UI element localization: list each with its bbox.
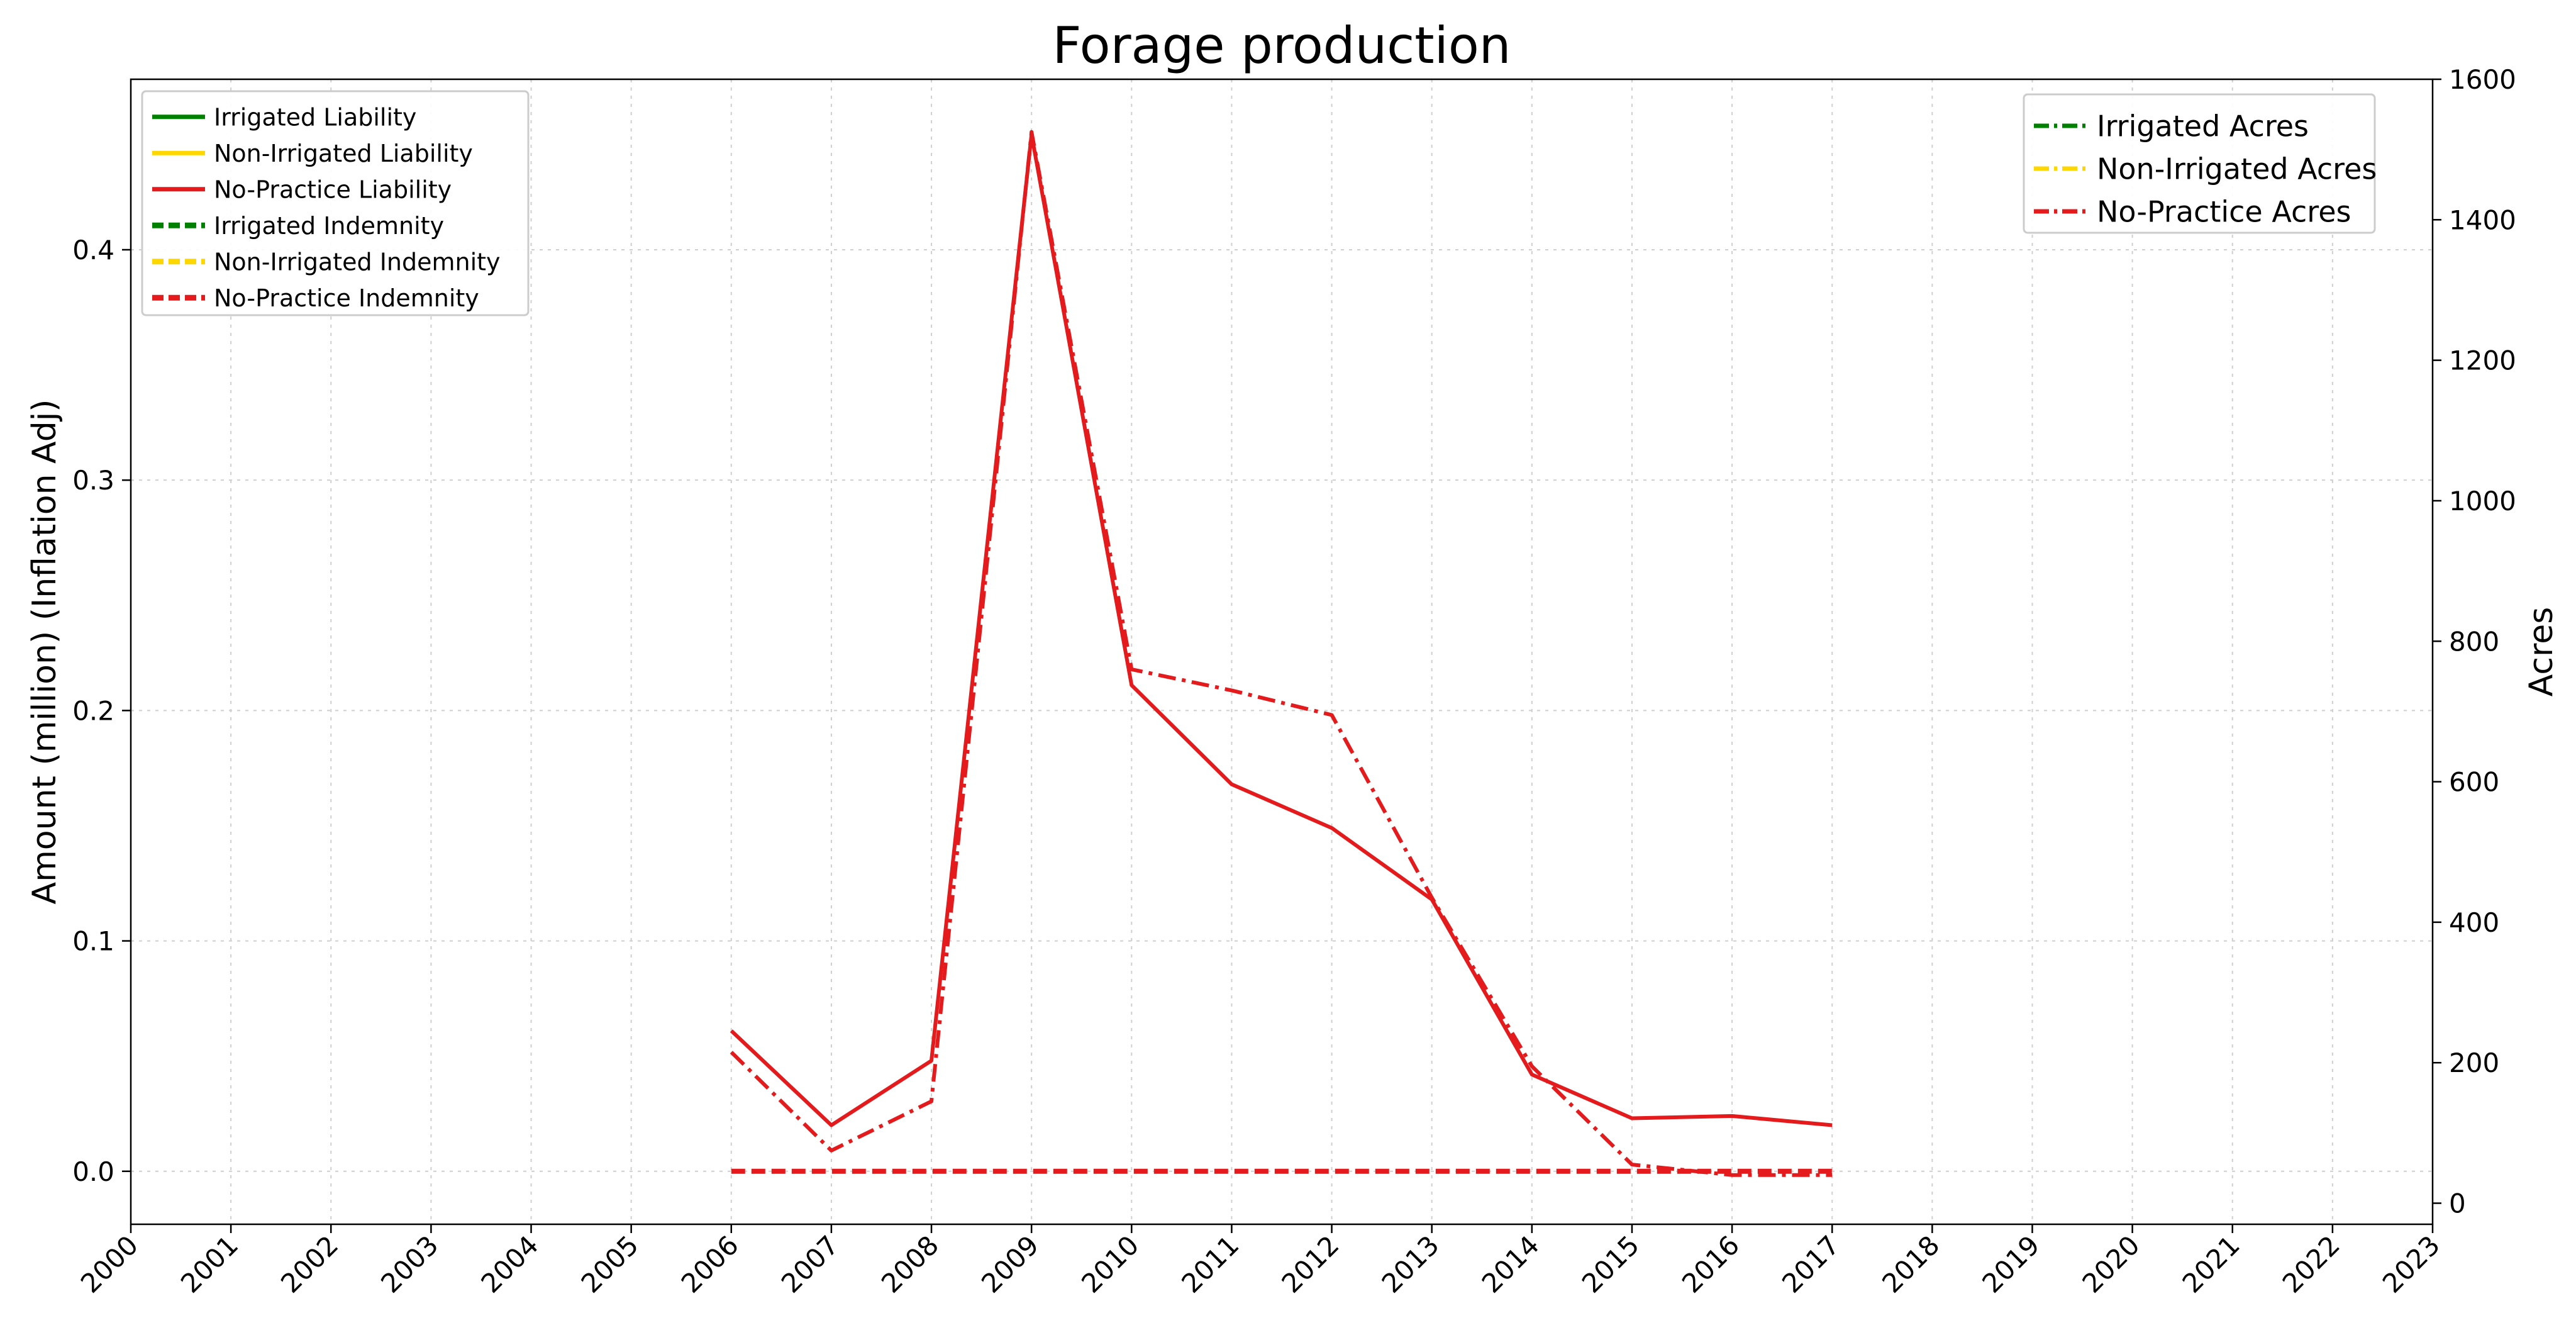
- legend-label: Non-Irrigated Liability: [214, 140, 473, 167]
- x-tick-label: 2007: [775, 1229, 845, 1299]
- x-tick-label: 2011: [1175, 1229, 1245, 1299]
- x-tick-label: 2013: [1376, 1229, 1445, 1299]
- x-tick-label: 2022: [2277, 1229, 2346, 1299]
- legend-acres: Irrigated Acres Non-Irrigated Acres No-Pra…: [2023, 93, 2377, 234]
- x-tick-label: 2001: [175, 1229, 244, 1299]
- legend-label: Non-Irrigated Indemnity: [214, 248, 501, 276]
- y-axis-right-label: Acres: [2523, 607, 2560, 697]
- y-right-tick-label: 200: [2449, 1047, 2499, 1078]
- series-layer: [730, 130, 1833, 1177]
- y-right-tick-label: 800: [2449, 626, 2499, 657]
- y-right-tick-label: 400: [2449, 907, 2499, 938]
- legend-label: Non-Irrigated Acres: [2097, 152, 2377, 186]
- grid: [130, 79, 2433, 1224]
- x-tick-label: 2008: [875, 1229, 945, 1299]
- x-tick-label: 2018: [1876, 1229, 1945, 1299]
- x-tick-label: 2010: [1075, 1229, 1145, 1299]
- y-left-tick-label: 0.4: [72, 235, 114, 265]
- x-tick-label: 2004: [475, 1229, 544, 1299]
- legend-label: Irrigated Acres: [2097, 109, 2309, 143]
- x-tick-label: 2009: [975, 1229, 1045, 1299]
- legend-liability-indemnity: Irrigated Liability Non-Irrigated Liabili…: [141, 90, 530, 316]
- x-tick-label: 2005: [575, 1229, 644, 1299]
- x-tick-label: 2000: [75, 1229, 144, 1299]
- plot-frame: [130, 78, 2434, 1226]
- chart-title: Forage production: [1052, 16, 1511, 75]
- x-axis: 2000 2001 2002 2003 2004 2005 2006 2007 2008 2009…: [75, 1224, 2446, 1299]
- x-tick-label: 2023: [2377, 1229, 2446, 1299]
- x-tick-label: 2012: [1275, 1229, 1345, 1299]
- y-right-tick-label: 1400: [2449, 204, 2516, 235]
- x-tick-label: 2002: [275, 1229, 344, 1299]
- series-line-no-practice-acres: [730, 130, 1833, 1177]
- y-left-tick-label: 0.2: [72, 695, 114, 726]
- y-right-tick-label: 1600: [2449, 64, 2516, 95]
- y-left-tick-label: 0.1: [72, 926, 114, 957]
- x-tick-label: 2006: [675, 1229, 745, 1299]
- y-right-tick-label: 1000: [2449, 486, 2516, 517]
- x-tick-label: 2015: [1576, 1229, 1645, 1299]
- legend-label: Irrigated Liability: [214, 103, 416, 131]
- y-axis-left: 0.0 0.1 0.2 0.3 0.4: [72, 235, 131, 1187]
- y-right-tick-label: 0: [2449, 1188, 2466, 1219]
- legend-frame: [2023, 93, 2376, 234]
- y-left-tick-label: 0.3: [72, 465, 114, 496]
- x-tick-label: 2014: [1476, 1229, 1545, 1299]
- legend-label: No-Practice Indemnity: [214, 284, 479, 312]
- series-line-no-practice-liability: [730, 132, 1833, 1127]
- y-right-tick-label: 600: [2449, 767, 2499, 798]
- y-axis-left-label: Amount (million) (Inflation Adj): [26, 399, 64, 905]
- legend-label: No-Practice Acres: [2097, 195, 2351, 229]
- legend-label: Irrigated Indemnity: [214, 212, 444, 240]
- y-left-tick-label: 0.0: [72, 1156, 114, 1187]
- x-tick-label: 2020: [2076, 1229, 2145, 1299]
- y-right-tick-label: 1200: [2449, 345, 2516, 376]
- y-axis-right: 0 200 400 600 800 1000 1200 1400 1600: [2433, 64, 2516, 1219]
- x-tick-label: 2016: [1676, 1229, 1745, 1299]
- legend-frame: [141, 90, 530, 316]
- x-tick-label: 2017: [1776, 1229, 1845, 1299]
- x-tick-label: 2003: [375, 1229, 444, 1299]
- x-tick-label: 2019: [1976, 1229, 2045, 1299]
- x-tick-label: 2021: [2177, 1229, 2246, 1299]
- legend-label: No-Practice Liability: [214, 176, 452, 203]
